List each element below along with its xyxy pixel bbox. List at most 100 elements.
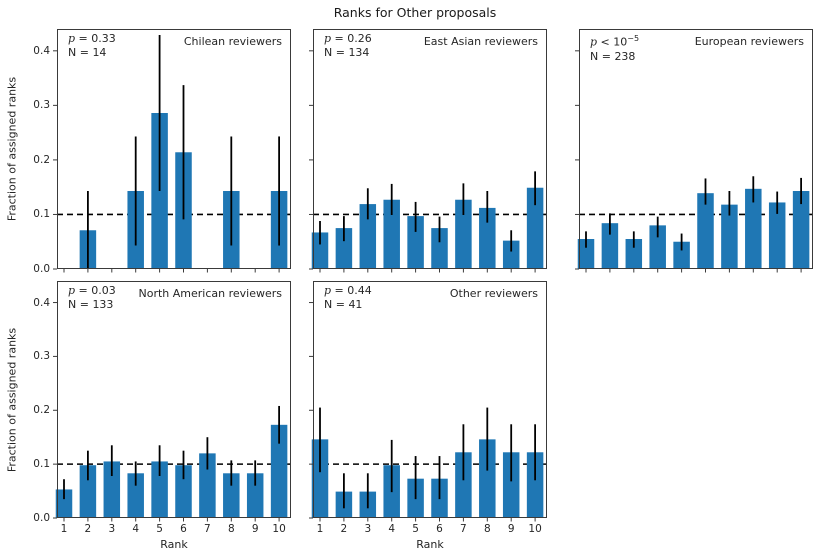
- y-tick-label: 0.1: [33, 208, 50, 221]
- y-tick-label: 0.4: [33, 44, 50, 57]
- panel-title: Other reviewers: [449, 287, 538, 300]
- p-value-annotation: p < 10−5: [590, 34, 640, 49]
- axes-frame: [579, 29, 813, 269]
- p-exponent: −5: [627, 34, 640, 43]
- bar-rank-1: [55, 489, 73, 518]
- bar-rank-9: [768, 202, 786, 269]
- x-ticks: [319, 518, 536, 522]
- bar-rank-5: [673, 241, 690, 269]
- x-tick-label: 4: [132, 523, 140, 535]
- p-symbol: p: [68, 284, 76, 297]
- bar-rank-10: [526, 187, 544, 269]
- p-value-annotation: p = 0.44: [324, 284, 372, 297]
- bar-rank-8: [223, 473, 240, 518]
- bar-rank-5: [407, 216, 424, 269]
- bar-rank-2: [335, 228, 353, 269]
- bar-rank-6: [175, 465, 192, 518]
- x-tick-label: 5: [156, 523, 163, 535]
- y-tick-label: 0.2: [33, 404, 50, 417]
- bar-rank-9: [246, 473, 264, 518]
- x-tick-label: 7: [460, 523, 467, 535]
- sample-size-annotation: N = 41: [324, 298, 363, 311]
- bar-rank-3: [359, 204, 377, 269]
- x-tick-label: 2: [84, 523, 92, 535]
- p-symbol: p: [590, 35, 598, 49]
- x-ticks: [319, 269, 536, 273]
- bar-rank-3: [103, 461, 121, 518]
- p-value-annotation: p = 0.03: [68, 284, 116, 297]
- x-tick-label: 3: [364, 523, 372, 535]
- x-tick-label: 2: [340, 523, 348, 535]
- bar-rank-10: [270, 424, 288, 518]
- y-ticks: [309, 302, 313, 519]
- y-ticks: [309, 50, 313, 270]
- x-tick-label: 9: [251, 523, 259, 535]
- bar-rank-7: [199, 453, 216, 518]
- y-tick-label: 0.3: [33, 99, 50, 112]
- y-axis-title: Fraction of assigned ranks: [5, 76, 19, 222]
- sample-size-annotation: N = 14: [68, 46, 107, 59]
- x-tick-label: 4: [388, 523, 396, 535]
- x-tick-label: 9: [507, 523, 515, 535]
- sample-size-annotation: N = 134: [324, 46, 370, 59]
- x-ticks: [63, 269, 280, 273]
- x-axis-title: Rank: [160, 538, 188, 551]
- bar-rank-7: [455, 199, 472, 269]
- bar-rank-6: [697, 193, 714, 269]
- sample-size-annotation: N = 133: [68, 298, 114, 311]
- x-tick-label: 10: [272, 523, 286, 535]
- stats-annotation: p < 10−5 N = 238: [590, 32, 639, 64]
- bar-rank-4: [127, 473, 144, 518]
- subplot-north-american: p = 0.03 N = 133 North American reviewers 0…: [6, 281, 291, 551]
- subplot-east-asian: p = 0.26 N = 134 East Asian reviewers: [309, 29, 547, 273]
- bar-rank-7: [455, 452, 472, 518]
- plot-area: [575, 29, 813, 273]
- bar-rank-1: [311, 232, 329, 269]
- x-tick-label: 10: [528, 523, 542, 535]
- y-tick-label: 0.3: [33, 350, 50, 363]
- bar-rank-8: [479, 207, 496, 269]
- y-tick-label: 0.1: [33, 458, 50, 471]
- x-ticks: [63, 518, 280, 522]
- sample-size-annotation: N = 238: [590, 49, 636, 63]
- p-symbol: p: [324, 32, 332, 45]
- y-tick-label: 0.4: [33, 296, 50, 309]
- plot-area: [309, 281, 547, 522]
- p-symbol: p: [68, 32, 76, 45]
- x-tick-label: 8: [227, 523, 235, 535]
- stats-annotation: p = 0.26 N = 134: [324, 32, 372, 60]
- subplot-chilean: p = 0.33 N = 14 Chilean reviewers 0.0 0.1 0.2…: [6, 29, 291, 275]
- panel-title: Chilean reviewers: [183, 35, 282, 48]
- bar-rank-8: [745, 188, 762, 269]
- axes-frame: [57, 29, 291, 269]
- axes-frame: [313, 281, 547, 518]
- bar-rank-2: [601, 223, 619, 269]
- plot-area: [309, 29, 547, 273]
- y-tick-label: 0.0: [33, 263, 50, 275]
- bar-rank-5: [151, 461, 168, 518]
- x-tick-label: 7: [204, 523, 211, 535]
- x-tick-label: 8: [483, 523, 491, 535]
- panel-title: European reviewers: [694, 35, 804, 48]
- x-tick-label: 6: [180, 523, 187, 535]
- subplot-other: p = 0.44 N = 41 Other reviewers 1 2 3 4 5 6 7 8 9 10…: [309, 281, 547, 551]
- p-symbol: p: [324, 284, 332, 297]
- y-axis-title: Fraction of assigned ranks: [5, 327, 19, 472]
- x-tick-label: 1: [316, 523, 324, 535]
- bar-rank-8: [479, 439, 496, 518]
- bar-rank-9: [502, 240, 520, 269]
- stats-annotation: p = 0.03 N = 133: [68, 284, 116, 312]
- bar-rank-4: [649, 225, 666, 269]
- bar-rank-10: [526, 452, 544, 518]
- axes-frame: [313, 29, 547, 269]
- plot-area: [53, 281, 291, 522]
- bar-rank-1: [577, 239, 595, 269]
- plot-area: [53, 29, 291, 273]
- x-tick-label: 3: [108, 523, 116, 535]
- stats-annotation: p = 0.44 N = 41: [324, 284, 372, 312]
- bar-rank-1: [311, 439, 329, 518]
- bar-rank-9: [502, 452, 520, 518]
- panel-title: East Asian reviewers: [423, 35, 538, 48]
- bar-rank-6: [431, 228, 448, 269]
